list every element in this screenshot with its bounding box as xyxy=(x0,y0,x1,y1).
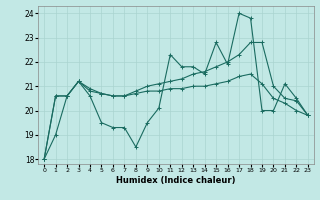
X-axis label: Humidex (Indice chaleur): Humidex (Indice chaleur) xyxy=(116,176,236,185)
